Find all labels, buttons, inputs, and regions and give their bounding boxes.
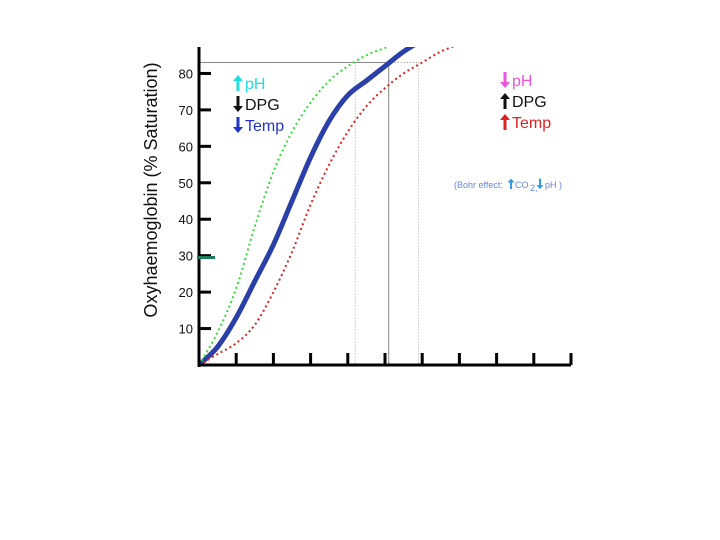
bohr-co2: CO [515, 180, 529, 190]
arrow-down-icon [233, 96, 243, 112]
arrow-down-icon [233, 117, 243, 133]
bohr-prefix: (Bohr effect: [454, 180, 503, 190]
arrow-up-icon [507, 178, 515, 189]
y-tick-label: 80 [179, 66, 193, 81]
axis-ticks: 102030405060708090102030405060708090100 [178, 30, 582, 385]
y-tick-label: 70 [179, 103, 193, 118]
legend-right-ph-label: pH [512, 73, 532, 90]
reference-lines [199, 62, 419, 365]
arrow-up-icon [500, 114, 510, 130]
arrow-down-icon [500, 72, 510, 88]
legend-right: pH DPG Temp [500, 72, 551, 132]
axes [197, 47, 571, 367]
legend-left-ph-label: pH [245, 76, 265, 93]
legend-right-dpg-label: DPG [512, 94, 547, 111]
legend-right-temp-label: Temp [512, 115, 551, 132]
legend-left-dpg-label: DPG [245, 97, 280, 114]
y-tick-label: 60 [179, 139, 193, 154]
y-tick-label: 10 [179, 322, 193, 337]
bohr-co2-subscript: 2, [530, 183, 538, 193]
legend-left-temp-label: Temp [245, 118, 284, 135]
arrow-down-icon [536, 178, 544, 189]
legend-left: pH DPG Temp [233, 75, 284, 135]
y-axis-label: Oxyhaemoglobin (% Saturation) [141, 62, 161, 317]
y-tick-label: 40 [179, 212, 193, 227]
curve-normal [199, 47, 416, 365]
y-tick-label: 20 [179, 285, 193, 300]
arrow-up-icon [500, 93, 510, 109]
y-tick-label: 30 [179, 249, 193, 264]
bohr-ph: pH ) [545, 180, 562, 190]
axis-marker [197, 256, 215, 259]
curve-right-shift [199, 47, 455, 365]
bohr-effect-note: (Bohr effect: CO 2, pH ) [454, 178, 562, 193]
curves [199, 47, 455, 365]
curve-left-shift [199, 47, 391, 365]
y-tick-label: 50 [179, 176, 193, 191]
arrow-up-icon [233, 75, 243, 91]
